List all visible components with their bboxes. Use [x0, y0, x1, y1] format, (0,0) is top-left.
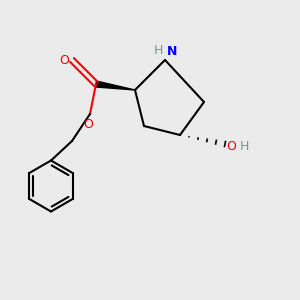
Text: O: O: [226, 140, 236, 154]
Polygon shape: [95, 81, 135, 90]
Text: O: O: [84, 118, 93, 131]
Text: N: N: [167, 46, 177, 59]
Text: O: O: [59, 53, 69, 67]
Text: H: H: [154, 44, 164, 57]
Text: H: H: [240, 140, 249, 154]
